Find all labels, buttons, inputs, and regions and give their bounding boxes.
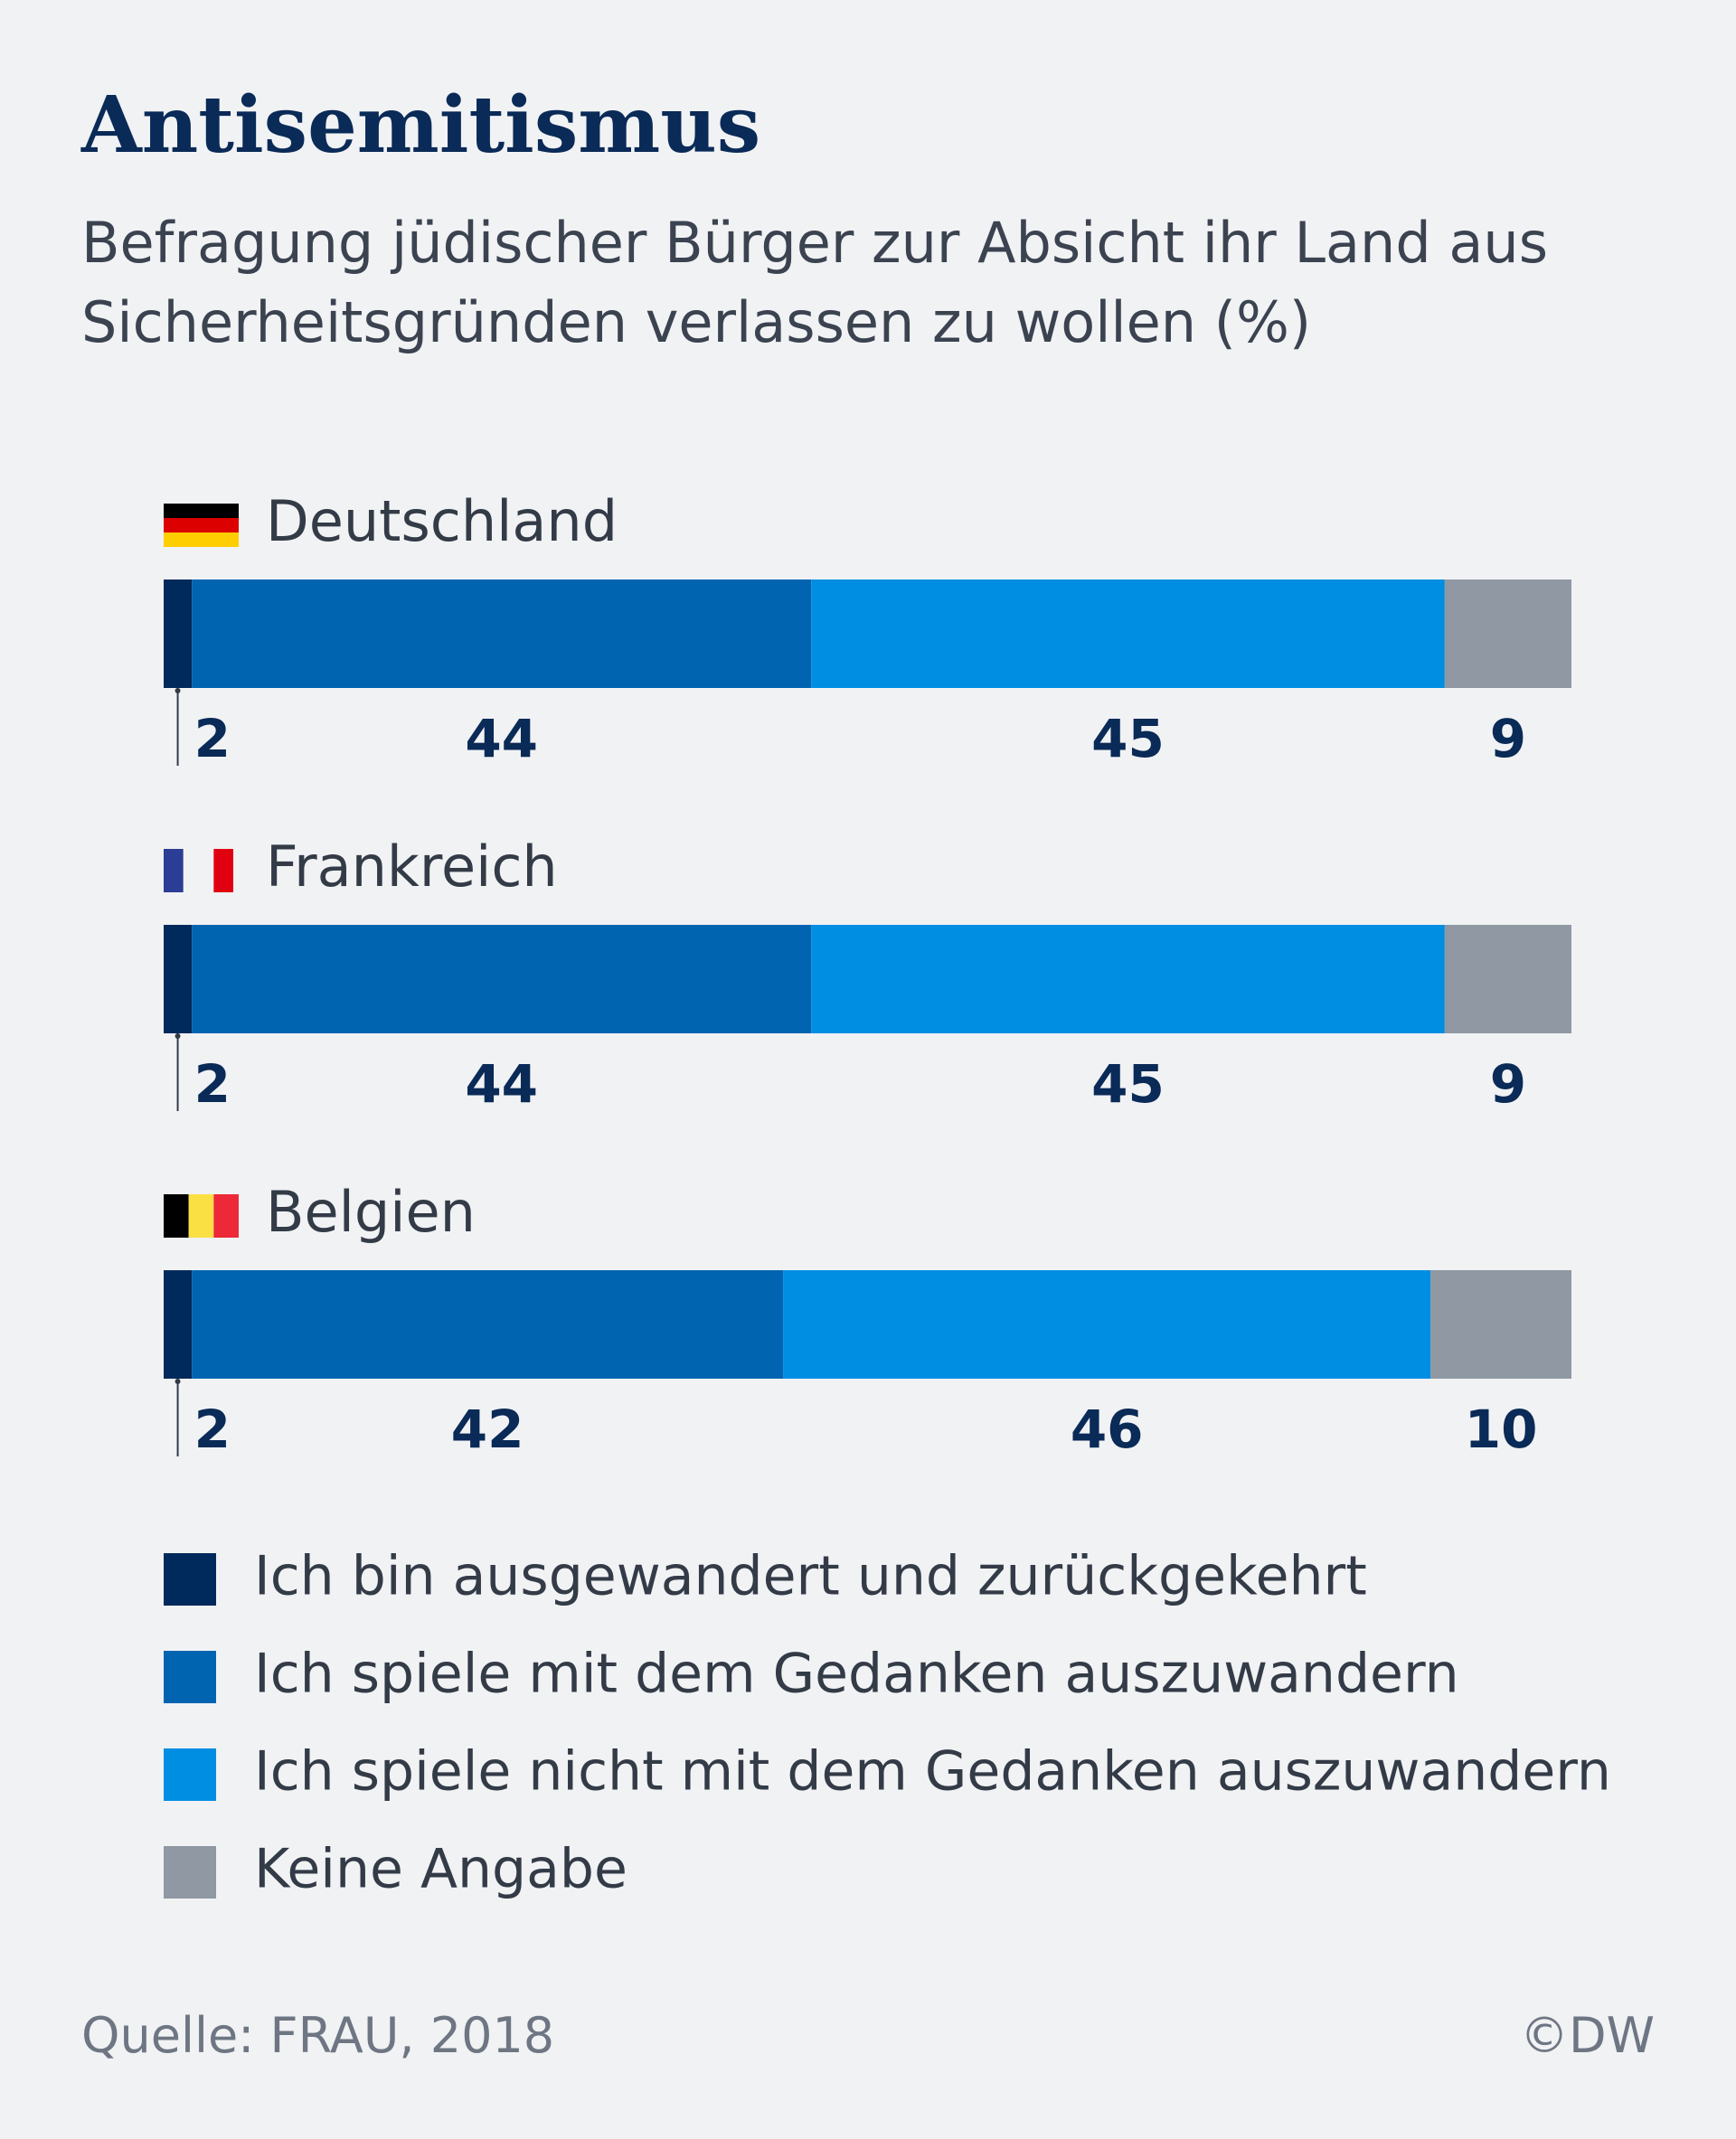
value-label: 10 xyxy=(1465,1399,1538,1460)
category-label: Frankreich xyxy=(266,834,558,900)
legend-label: Ich bin ausgewandert und zurückgekehrt xyxy=(254,1545,1367,1608)
value-label: 46 xyxy=(1071,1399,1144,1460)
flag-stripe xyxy=(164,504,239,518)
flag-stripe xyxy=(213,1194,239,1238)
bar-segment xyxy=(192,580,812,688)
copyright: ©DW xyxy=(1520,2007,1655,2064)
value-label: 42 xyxy=(451,1399,524,1460)
flag-stripe xyxy=(164,849,184,892)
label-leader-dot xyxy=(175,1033,181,1039)
bar-segment xyxy=(192,1270,784,1379)
source: Quelle: FRAU, 2018 xyxy=(81,2007,555,2064)
flag-stripe xyxy=(164,532,239,547)
legend-swatch xyxy=(164,1748,216,1801)
value-label: 9 xyxy=(1490,1053,1526,1115)
value-label: 45 xyxy=(1091,708,1165,769)
bar-segment xyxy=(1444,925,1571,1033)
value-label: 44 xyxy=(465,1053,538,1115)
bar-segment xyxy=(811,580,1445,688)
bar-segment xyxy=(1444,580,1571,688)
value-label: 45 xyxy=(1091,1053,1165,1115)
bar-segment xyxy=(164,1270,193,1379)
bar-segment xyxy=(1430,1270,1571,1379)
value-label: 44 xyxy=(465,708,538,769)
bar-segment xyxy=(164,580,193,688)
legend-label: Keine Angabe xyxy=(254,1838,627,1901)
legend-swatch xyxy=(164,1651,216,1703)
value-label: 2 xyxy=(194,708,231,769)
chart-title: Antisemitismus xyxy=(81,80,761,171)
value-label: 9 xyxy=(1490,708,1526,769)
category-label: Belgien xyxy=(266,1179,476,1245)
bar-segment xyxy=(811,925,1445,1033)
legend-swatch xyxy=(164,1553,216,1606)
flag-stripe xyxy=(164,518,239,532)
bar-segment xyxy=(164,925,193,1033)
value-label: 2 xyxy=(194,1399,231,1460)
value-label: 2 xyxy=(194,1053,231,1115)
label-leader-dot xyxy=(175,1379,181,1384)
bar-segment xyxy=(783,1270,1431,1379)
category-label: Deutschland xyxy=(266,488,618,554)
flag-stripe xyxy=(164,1194,189,1238)
legend-label: Ich spiele mit dem Gedanken auszuwandern xyxy=(254,1643,1459,1706)
legend-label: Ich spiele nicht mit dem Gedanken auszuw… xyxy=(254,1740,1611,1804)
label-leader-dot xyxy=(175,688,181,693)
bar-segment xyxy=(192,925,812,1033)
flag-stripe xyxy=(188,1194,214,1238)
legend-swatch xyxy=(164,1846,216,1899)
chart-subtitle: Befragung jüdischer Bürger zur Absicht i… xyxy=(81,210,1548,355)
flag-stripe xyxy=(213,849,233,892)
